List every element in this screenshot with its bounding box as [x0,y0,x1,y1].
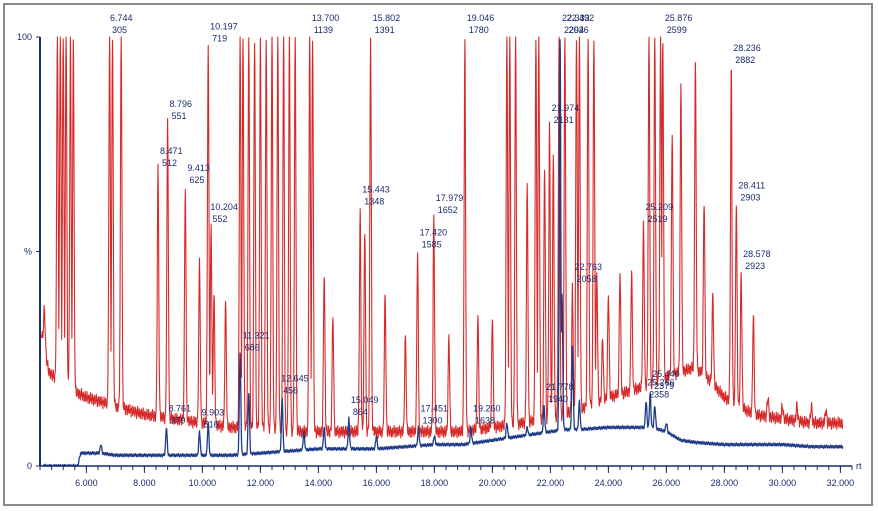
peak-label-area: 512 [162,158,177,168]
peak-label-area: 2882 [735,55,755,65]
peak-label-area: 2903 [740,192,760,202]
peak-label-rt: 25.440 [652,369,680,379]
peak-label-rt: 9.903 [202,408,225,418]
x-tick-label: 32.000 [827,478,855,488]
peak-label-rt: 8.761 [168,403,191,413]
peak-label-rt: 13.700 [312,13,340,23]
peak-label-area: 2923 [745,261,765,271]
peak-label-area: 379 [170,415,185,425]
peak-label-rt: 22.763 [575,262,603,272]
x-tick-label: 24.000 [595,478,623,488]
peak-label-rt: 6.744 [110,13,133,23]
peak-label-rt: 8.796 [169,99,192,109]
peak-label-rt: 28.578 [743,249,771,259]
peak-label-rt: 17.420 [420,228,448,238]
series-line-blue [42,39,844,467]
peak-label-rt: 12.645 [281,373,309,383]
peak-label-area: 552 [212,214,227,224]
peak-label-rt: 28.236 [733,43,761,53]
x-tick-label: 22.000 [537,478,565,488]
y-tick-label: 100 [17,32,32,42]
peak-label-rt: 15.049 [351,395,379,405]
peak-label-area: 456 [283,385,298,395]
peak-label-area: 2519 [647,214,667,224]
series-line-red [40,36,844,439]
chart-frame [3,3,873,506]
x-tick-label: 12.000 [247,478,275,488]
peak-label-area: 686 [245,342,260,352]
peak-label-rt: 10.204 [210,202,238,212]
peak-label-rt: 19.260 [473,403,501,413]
peak-label-area: 1585 [422,240,442,250]
peak-label-rt: 15.802 [373,13,401,23]
x-tick-label: 14.000 [305,478,333,488]
peak-label-area: 1139 [314,25,333,35]
x-tick-label: 30.000 [769,478,797,488]
x-axis-label: rt [856,461,862,471]
x-tick-label: 18.000 [421,478,449,488]
peak-label-rt: 22.333 [562,13,590,23]
peak-label-rt: 17.451 [420,403,448,413]
peak-label-rt: 9.413 [187,163,210,173]
peak-label-rt: 21.974 [552,103,580,113]
y-tick-label: 0 [27,461,32,471]
peak-label-area: 1638 [475,415,495,425]
peak-label-rt: 25.876 [665,13,693,23]
peak-label-area: 1391 [375,25,395,35]
peak-label-area: 1940 [548,394,568,404]
x-tick-label: 8.000 [133,478,156,488]
peak-label-rt: 15.443 [362,185,390,195]
peak-label-rt: 21.778 [546,382,574,392]
x-tick-label: 16.000 [363,478,391,488]
peak-label-rt: 25.266 [647,378,675,388]
peak-label-area: 2379 [654,381,674,391]
peak-label-rt: 25.209 [645,202,673,212]
peak-label-rt: 8.471 [160,146,183,156]
peak-label-area: 864 [353,407,368,417]
peak-label-area: 2294 [564,25,584,35]
peak-label-rt: 19.046 [467,13,495,23]
peak-label-rt: 28.411 [738,180,765,190]
peak-label-area: 2599 [667,25,687,35]
x-tick-label: 20.000 [479,478,507,488]
x-tick-label: 28.000 [711,478,739,488]
peak-label-rt: 22.492 [567,13,595,23]
x-tick-label: 6.000 [75,478,98,488]
peak-label-rt: 17.979 [436,193,464,203]
y-tick-label: % [24,247,32,257]
x-tick-label: 10.000 [189,478,217,488]
peak-label-area: 2131 [554,115,574,125]
peak-label-area: 2026 [569,25,589,35]
peak-label-rt: 10.197 [210,22,238,32]
peak-label-area: 1348 [364,197,384,207]
peak-label-area: 2358 [649,390,669,400]
x-tick-label: 26.000 [653,478,681,488]
peak-label-area: 516 [204,420,219,430]
peak-label-area: 625 [189,175,204,185]
peak-label-area: 1652 [438,205,458,215]
peak-label-area: 1300 [422,415,442,425]
peak-label-area: 2058 [577,274,597,284]
peak-label-area: 1780 [469,25,489,35]
peak-label-area: 305 [112,25,127,35]
peak-label-area: 551 [171,111,186,121]
peak-label-area: 719 [212,34,227,44]
peak-label-rt: 11.321 [243,330,270,340]
